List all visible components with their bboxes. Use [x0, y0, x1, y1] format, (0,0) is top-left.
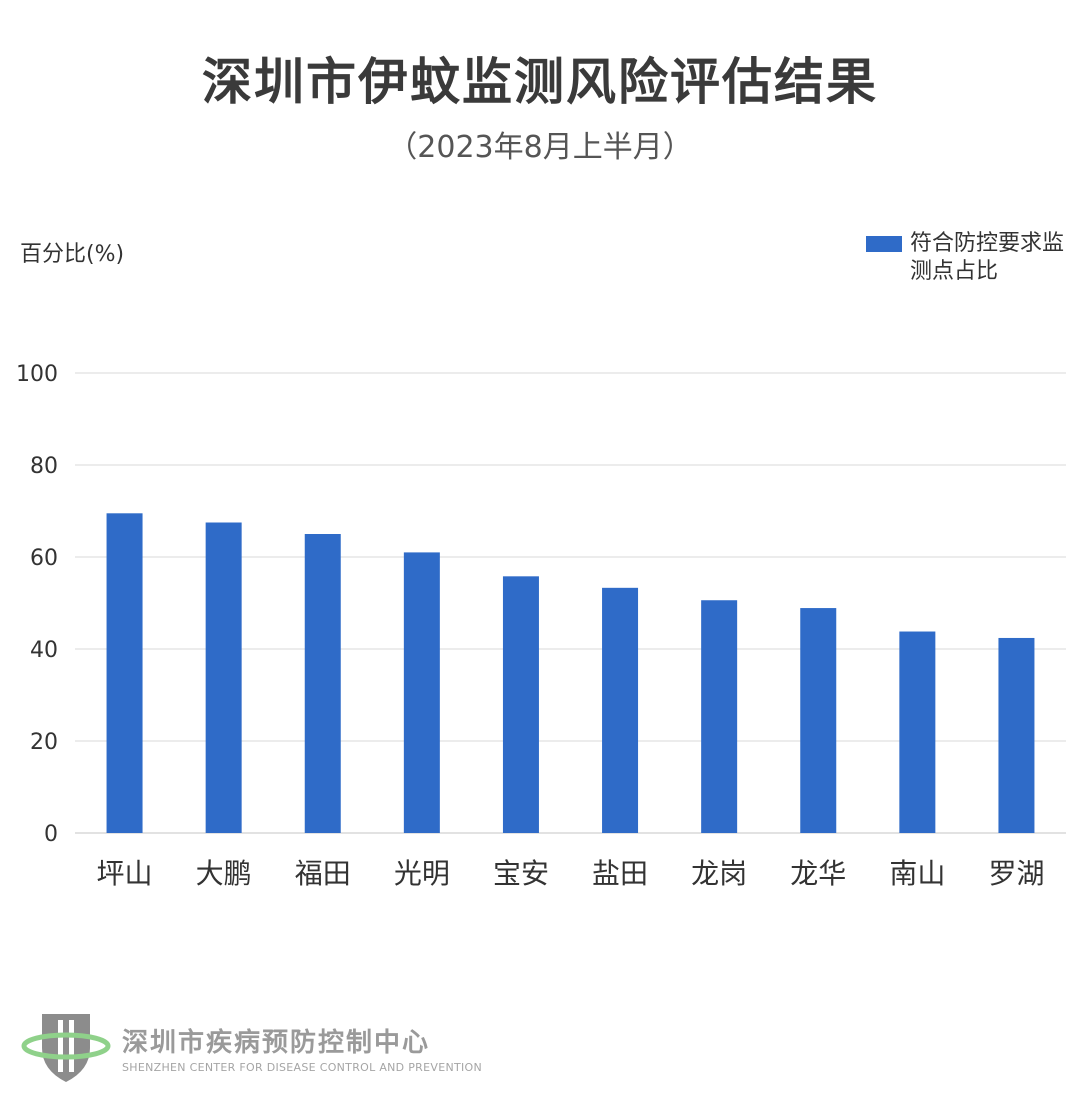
bar-chart: 0 20 40 60 80 100 坪山 大鹏 福田 光明 宝安 盐田 龙岗 龙华 南山 罗湖: [16, 362, 1066, 890]
x-tick-label: 坪山: [97, 857, 153, 890]
x-tick-label: 宝安: [493, 857, 549, 890]
y-axis-label: 百分比(%): [20, 242, 125, 267]
bar: [701, 600, 738, 833]
footer: 深圳市疾病预防控制中心 SHENZHEN CENTER FOR DISEASE …: [20, 1010, 482, 1086]
y-tick-label: 40: [30, 638, 58, 663]
y-tick-label: 0: [44, 822, 58, 847]
legend-swatch: [866, 236, 902, 252]
org-name-en: SHENZHEN CENTER FOR DISEASE CONTROL AND …: [122, 1061, 483, 1074]
x-tick-label: 龙岗: [691, 857, 747, 890]
x-tick-label: 龙华: [790, 857, 846, 890]
x-tick-label: 大鹏: [196, 857, 252, 890]
bar: [205, 522, 242, 833]
y-tick-label: 80: [30, 454, 58, 479]
cdc-shield-icon: [21, 1014, 111, 1082]
bar: [602, 587, 639, 833]
bar: [106, 513, 143, 833]
bar: [304, 534, 341, 833]
x-tick-label: 罗湖: [988, 857, 1044, 890]
x-tick-label: 光明: [394, 857, 450, 890]
bar: [403, 552, 440, 833]
x-tick-label: 盐田: [592, 857, 648, 890]
chart-subtitle: （2023年8月上半月）: [387, 130, 693, 165]
chart-title: 深圳市伊蚊监测风险评估结果: [202, 53, 878, 111]
bar: [899, 631, 936, 833]
legend-label: 符合防控要求监测点占比: [910, 231, 1065, 284]
y-tick-label: 100: [16, 362, 58, 387]
org-name-cn: 深圳市疾病预防控制中心: [122, 1028, 431, 1058]
bar: [502, 576, 539, 833]
y-tick-label: 20: [30, 730, 58, 755]
bar: [998, 637, 1035, 833]
y-tick-label: 60: [30, 546, 58, 571]
legend: 符合防控要求监测点占比: [866, 230, 1070, 286]
x-tick-label: 福田: [295, 857, 351, 890]
bar: [800, 608, 837, 833]
x-tick-label: 南山: [889, 857, 945, 890]
